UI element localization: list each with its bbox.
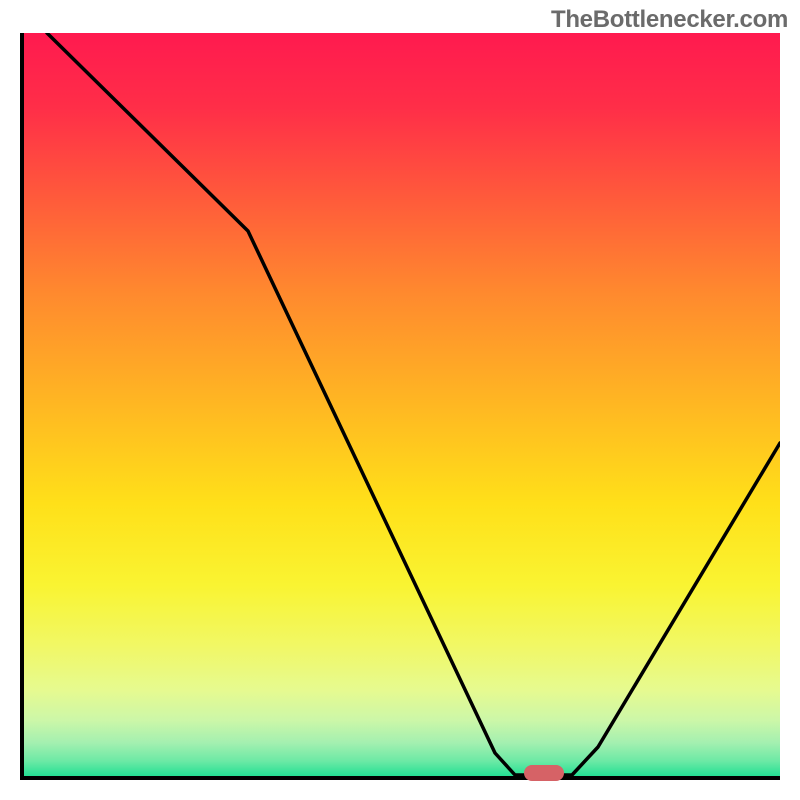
optimal-point-marker bbox=[524, 765, 564, 781]
plot-area bbox=[20, 33, 780, 780]
bottleneck-curve bbox=[20, 33, 780, 780]
x-axis-line bbox=[20, 776, 780, 780]
watermark-text: TheBottlenecker.com bbox=[551, 6, 788, 34]
y-axis-line bbox=[20, 33, 24, 780]
chart-container: TheBottlenecker.com bbox=[0, 0, 800, 800]
